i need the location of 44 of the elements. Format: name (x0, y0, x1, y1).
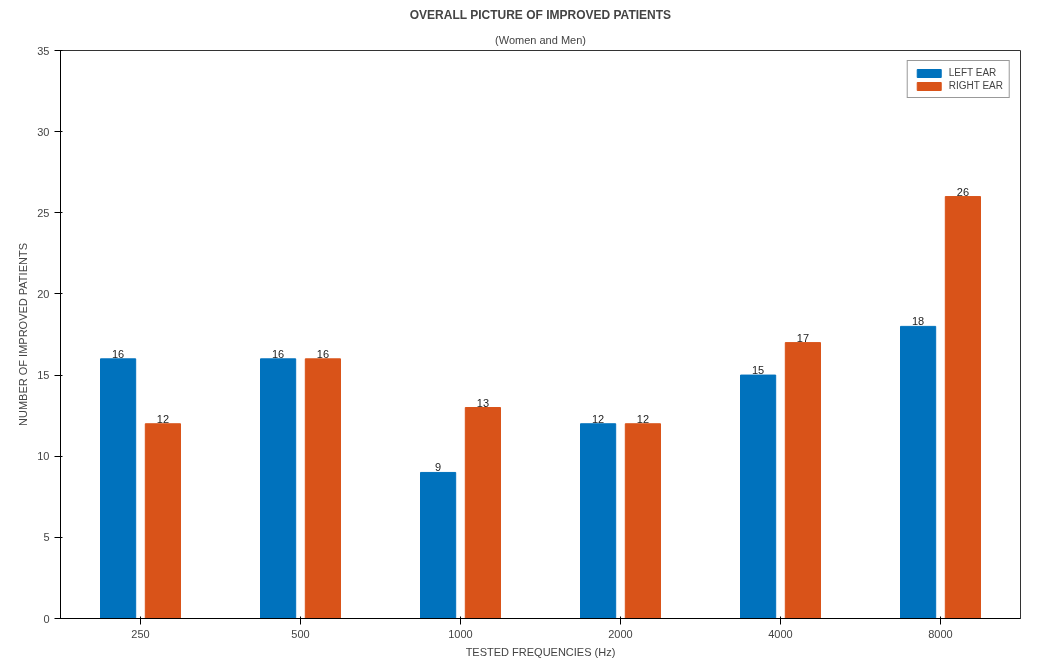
data-label: 12 (591, 412, 605, 425)
x-tick-label: 2000 (608, 627, 633, 640)
data-label: 16 (316, 347, 330, 360)
x-axis-title: TESTED FREQUENCIES (Hz) (465, 645, 616, 658)
data-label: 18 (911, 315, 925, 328)
x-tick-label: 250 (131, 627, 150, 640)
bar (420, 471, 457, 619)
bar (100, 358, 137, 619)
legend-label: LEFT EAR (948, 67, 997, 78)
data-label: 16 (271, 347, 285, 360)
y-tick-label: 10 (37, 450, 50, 463)
y-tick-label: 20 (37, 287, 50, 300)
legend-label: RIGHT EAR (948, 80, 1003, 91)
data-label: 26 (956, 185, 970, 198)
data-label: 9 (435, 461, 442, 474)
bar (144, 423, 181, 619)
data-label: 15 (751, 364, 765, 377)
data-label: 16 (111, 347, 125, 360)
y-tick-label: 25 (37, 206, 50, 219)
y-tick-label: 0 (43, 612, 50, 625)
x-tick-label: 8000 (928, 627, 953, 640)
y-tick-label: 35 (37, 44, 50, 57)
chart-title: OVERALL PICTURE OF IMPROVED PATIENTS (409, 7, 672, 22)
data-label: 12 (156, 412, 170, 425)
bar (464, 407, 501, 619)
data-label: 12 (636, 412, 650, 425)
x-tick-label: 1000 (448, 627, 473, 640)
x-tick-label: 4000 (768, 627, 793, 640)
y-tick-label: 5 (43, 531, 50, 544)
data-label: 17 (796, 331, 810, 344)
bar (900, 325, 937, 619)
bar (944, 196, 981, 619)
bar (260, 358, 297, 619)
y-tick-label: 30 (37, 125, 50, 138)
chart-subtitle: (Women and Men) (495, 33, 586, 46)
data-label: 13 (476, 396, 490, 409)
bar (624, 423, 661, 619)
y-tick-label: 15 (37, 369, 50, 382)
x-tick-label: 500 (291, 627, 310, 640)
bar (740, 374, 777, 619)
bar (304, 358, 341, 619)
bar (784, 342, 821, 619)
y-axis-title: NUMBER OF IMPROVED PATIENTS (17, 243, 30, 426)
bar (580, 423, 617, 619)
